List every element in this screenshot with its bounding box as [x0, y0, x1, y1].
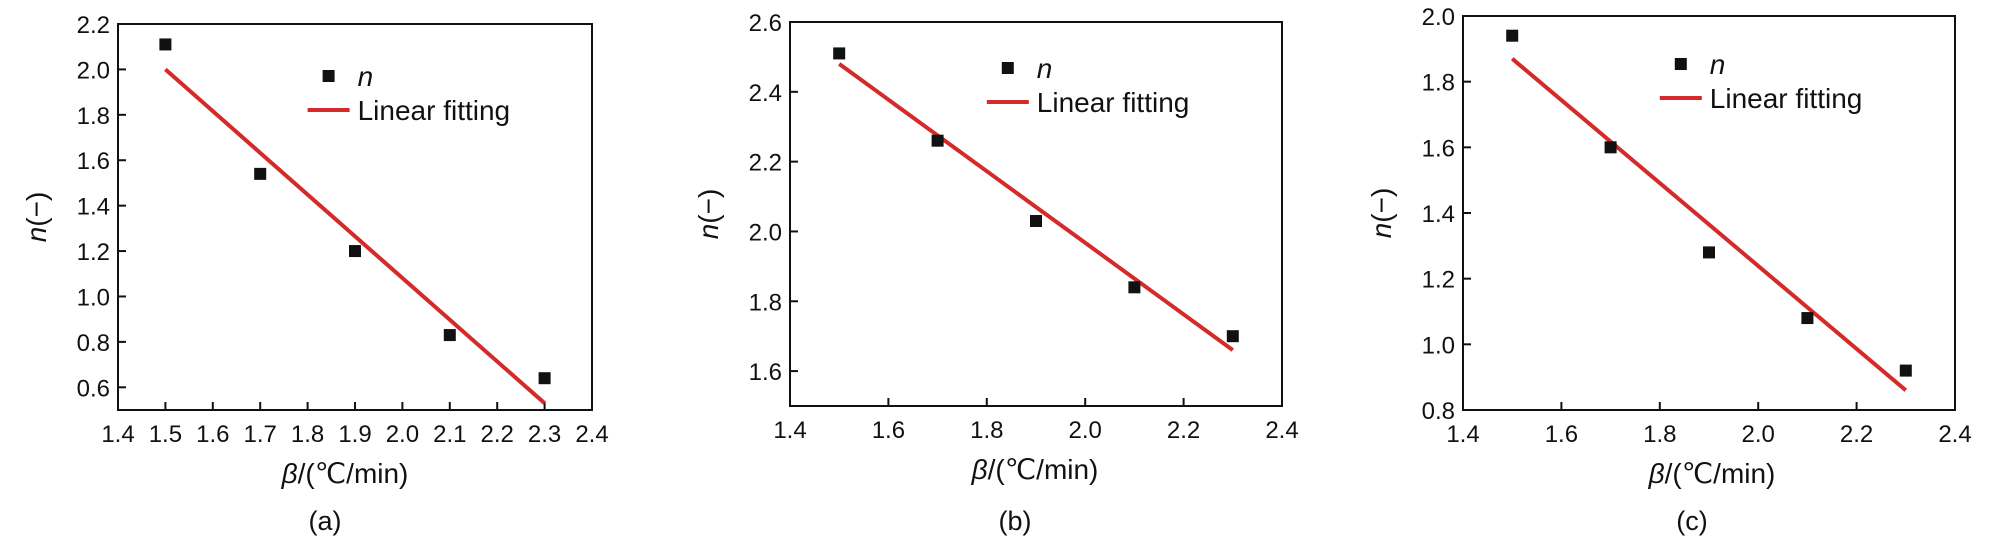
data-point: [254, 167, 267, 180]
legend-label-fit: Linear fitting: [358, 95, 511, 126]
x-axis-title: β/(℃/min): [1648, 458, 1776, 489]
y-tick-label: 2.0: [77, 57, 110, 84]
y-axis-symbol: n: [693, 224, 724, 240]
x-tick-label: 1.8: [1643, 421, 1676, 448]
linear-fit-line: [838, 62, 1234, 352]
y-tick-label: 0.6: [77, 375, 110, 402]
panel-label: (b): [999, 506, 1032, 536]
x-tick-label: 2.3: [528, 421, 561, 448]
legend-label-n: n: [358, 61, 374, 92]
y-tick-label: 1.6: [77, 148, 110, 175]
data-point: [1899, 364, 1912, 377]
x-tick-label: 1.9: [338, 421, 371, 448]
legend-label-fit: Linear fitting: [1037, 87, 1190, 118]
x-axis-symbol: β: [971, 454, 988, 485]
y-tick-label: 1.0: [1422, 332, 1455, 359]
legend-label-n: n: [1710, 49, 1726, 80]
x-tick-label: 1.4: [1446, 421, 1479, 448]
plot-frame: [117, 23, 593, 411]
y-tick-label: 2.4: [749, 80, 782, 107]
x-axis-title: β/(℃/min): [281, 458, 409, 489]
data-point: [1030, 214, 1042, 227]
legend-marker-square: [1674, 58, 1687, 70]
data-point: [1128, 281, 1141, 294]
x-tick-label: 1.4: [101, 421, 134, 448]
y-tick-label: 2.6: [749, 10, 782, 37]
y-tick-label: 1.4: [1422, 201, 1455, 228]
panel-a: 1.4 1.5 1.6 1.7 1.8 1.9 2.0 2.1 2.2 2.3 2.4 0.6 0.8 1…: [21, 12, 609, 536]
x-tick-label: 2.0: [386, 421, 419, 448]
y-tick-label: 2.0: [1422, 4, 1455, 31]
x-tick-label: 2.2: [481, 421, 514, 448]
y-axis-symbol: n: [1366, 223, 1397, 239]
y-tick-label: 0.8: [77, 330, 110, 357]
data-point: [443, 329, 456, 342]
x-tick-label: 1.6: [1545, 421, 1578, 448]
y-axis-unit: (−): [1366, 188, 1397, 223]
y-axis-title: n(−): [693, 189, 724, 240]
x-axis-symbol: β: [1648, 458, 1665, 489]
panel-label: (a): [309, 506, 342, 536]
y-tick-label: 2.2: [77, 12, 110, 39]
x-tick-label: 2.2: [1167, 417, 1200, 444]
y-axis-unit: (−): [693, 189, 724, 224]
y-tick-label: 0.8: [1422, 398, 1455, 425]
data-point: [159, 38, 172, 51]
x-tick-label: 2.0: [1069, 417, 1102, 444]
data-point: [833, 47, 846, 60]
legend-marker-square: [322, 70, 335, 82]
plot-frame: [789, 21, 1283, 407]
x-axis-unit: /(℃/min): [988, 454, 1099, 485]
x-tick-label: 2.0: [1742, 421, 1775, 448]
y-tick-label: 1.8: [749, 289, 782, 316]
x-axis-unit: /(℃/min): [1665, 458, 1776, 489]
panel-label: (c): [1676, 506, 1707, 536]
x-tick-label: 2.4: [575, 421, 608, 448]
x-tick-label: 1.5: [149, 421, 182, 448]
y-tick-label: 1.8: [77, 103, 110, 130]
y-tick-label: 1.6: [749, 359, 782, 386]
data-point: [1801, 312, 1814, 325]
data-point: [931, 134, 944, 147]
linear-fit-line: [164, 67, 546, 405]
x-tick-label: 1.4: [773, 417, 806, 444]
data-point: [1506, 29, 1519, 42]
data-point: [538, 372, 551, 385]
y-axis-symbol: n: [21, 227, 52, 243]
y-tick-label: 1.6: [1422, 135, 1455, 162]
x-tick-label: 2.1: [433, 421, 466, 448]
y-tick-label: 1.4: [77, 194, 110, 221]
y-tick-label: 2.0: [749, 219, 782, 246]
legend-marker-square: [1001, 62, 1014, 74]
x-axis-title: β/(℃/min): [971, 454, 1099, 485]
linear-fit-line: [1510, 57, 1908, 392]
panel-c: 1.4 1.6 1.8 2.0 2.2 2.4 0.8 1.0 1.2 1.4 1.6 1.8 2.0 β…: [1366, 4, 1972, 536]
x-tick-label: 1.6: [196, 421, 229, 448]
x-tick-label: 2.4: [1938, 421, 1971, 448]
y-tick-label: 1.2: [1422, 267, 1455, 294]
y-axis-title: n(−): [21, 192, 52, 243]
x-tick-label: 1.7: [244, 421, 277, 448]
legend-label-n: n: [1037, 53, 1053, 84]
data-point: [349, 245, 361, 258]
y-tick-label: 1.2: [77, 239, 110, 266]
y-tick-label: 2.2: [749, 150, 782, 177]
data-point: [1604, 141, 1617, 154]
panel-b: 1.4 1.6 1.8 2.0 2.2 2.4 1.6 1.8 2.0 2.2 2.4 2.6 β/(℃…: [693, 10, 1299, 536]
x-tick-label: 1.6: [872, 417, 905, 444]
y-tick-label: 1.8: [1422, 70, 1455, 97]
x-axis-unit: /(℃/min): [298, 458, 409, 489]
x-tick-label: 2.4: [1265, 417, 1298, 444]
x-axis-symbol: β: [281, 458, 298, 489]
y-axis-unit: (−): [21, 192, 52, 227]
data-point: [1703, 246, 1715, 259]
legend-label-fit: Linear fitting: [1710, 83, 1863, 114]
x-tick-label: 2.2: [1840, 421, 1873, 448]
x-tick-label: 1.8: [291, 421, 324, 448]
data-point: [1226, 330, 1239, 343]
y-axis-title: n(−): [1366, 188, 1397, 239]
y-tick-label: 1.0: [77, 284, 110, 311]
x-tick-label: 1.8: [970, 417, 1003, 444]
